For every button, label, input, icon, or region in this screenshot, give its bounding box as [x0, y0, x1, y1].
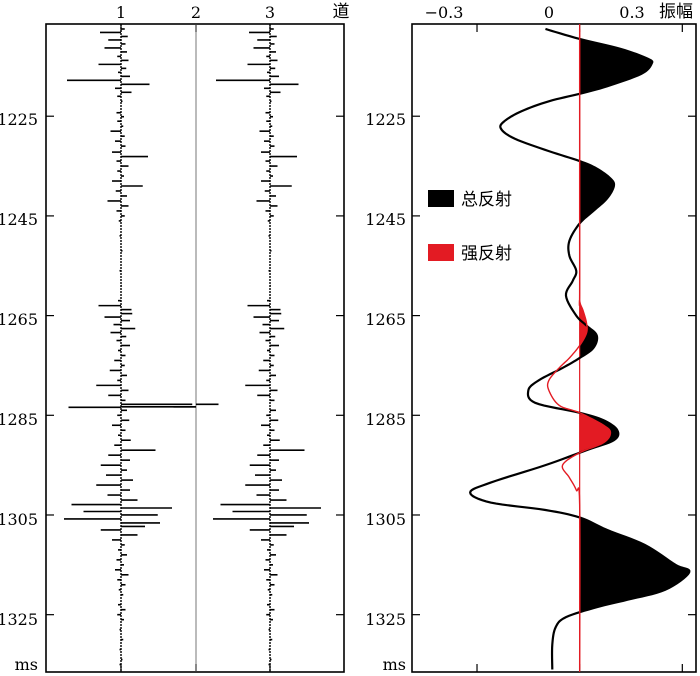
trace-group	[46, 24, 344, 672]
right-y-tick-label: 1225	[365, 110, 406, 129]
left-x-unit-label: 道	[333, 2, 350, 22]
right-y-ticks: 1225 1245 1265 1285 1305 1325 ms	[365, 110, 406, 674]
right-y-tick-label: 1245	[365, 210, 406, 229]
left-y-tick-label: 1225	[0, 110, 38, 129]
strong-reflection-line	[546, 28, 612, 670]
left-y-tick-label: 1285	[0, 410, 38, 429]
legend-swatch-total	[428, 190, 454, 207]
legend-label-total: 总反射	[461, 190, 512, 210]
left-x-tick-label: 1	[116, 3, 126, 22]
left-y-tick-label: 1325	[0, 610, 38, 629]
legend-swatch-strong	[428, 244, 454, 261]
left-y-tick-label: 1265	[0, 310, 38, 329]
right-y-tick-label: 1285	[365, 410, 406, 429]
total-reflection-line	[469, 27, 691, 670]
right-x-tick-label: 0.3	[619, 3, 644, 22]
right-x-tick-label: 0	[544, 3, 554, 22]
waveform-panel: −0.3 0 0.3 振幅 1225 1245 1265 1285 1305 1…	[365, 2, 697, 674]
right-x-tick-label: −0.3	[425, 3, 464, 22]
left-y-ticks: 1225 1245 1265 1285 1305 1325 ms	[0, 110, 38, 674]
left-x-tick-label: 2	[191, 3, 201, 22]
right-y-unit-label: ms	[383, 655, 406, 674]
right-y-tick-label: 1265	[365, 310, 406, 329]
right-x-unit-label: 振幅	[659, 2, 693, 22]
legend-label-strong: 强反射	[461, 244, 512, 264]
total-reflection-fill	[579, 28, 690, 670]
waveform-group	[412, 24, 696, 672]
left-y-unit-label: ms	[15, 655, 38, 674]
reflectivity-panel: 1 2 3 道 1225 1245 1265 1285 1305 1325 ms	[0, 2, 350, 674]
left-y-tick-label: 1245	[0, 210, 38, 229]
left-y-tick-label: 1305	[0, 510, 38, 529]
right-y-tick-label: 1305	[365, 510, 406, 529]
left-plot-frame	[45, 23, 345, 673]
right-y-tick-label: 1325	[365, 610, 406, 629]
legend: 总反射 强反射	[428, 190, 512, 264]
left-x-ticks: 1 2 3 道	[116, 2, 350, 22]
left-x-tick-label: 3	[265, 3, 275, 22]
right-x-ticks: −0.3 0 0.3 振幅	[425, 2, 693, 22]
